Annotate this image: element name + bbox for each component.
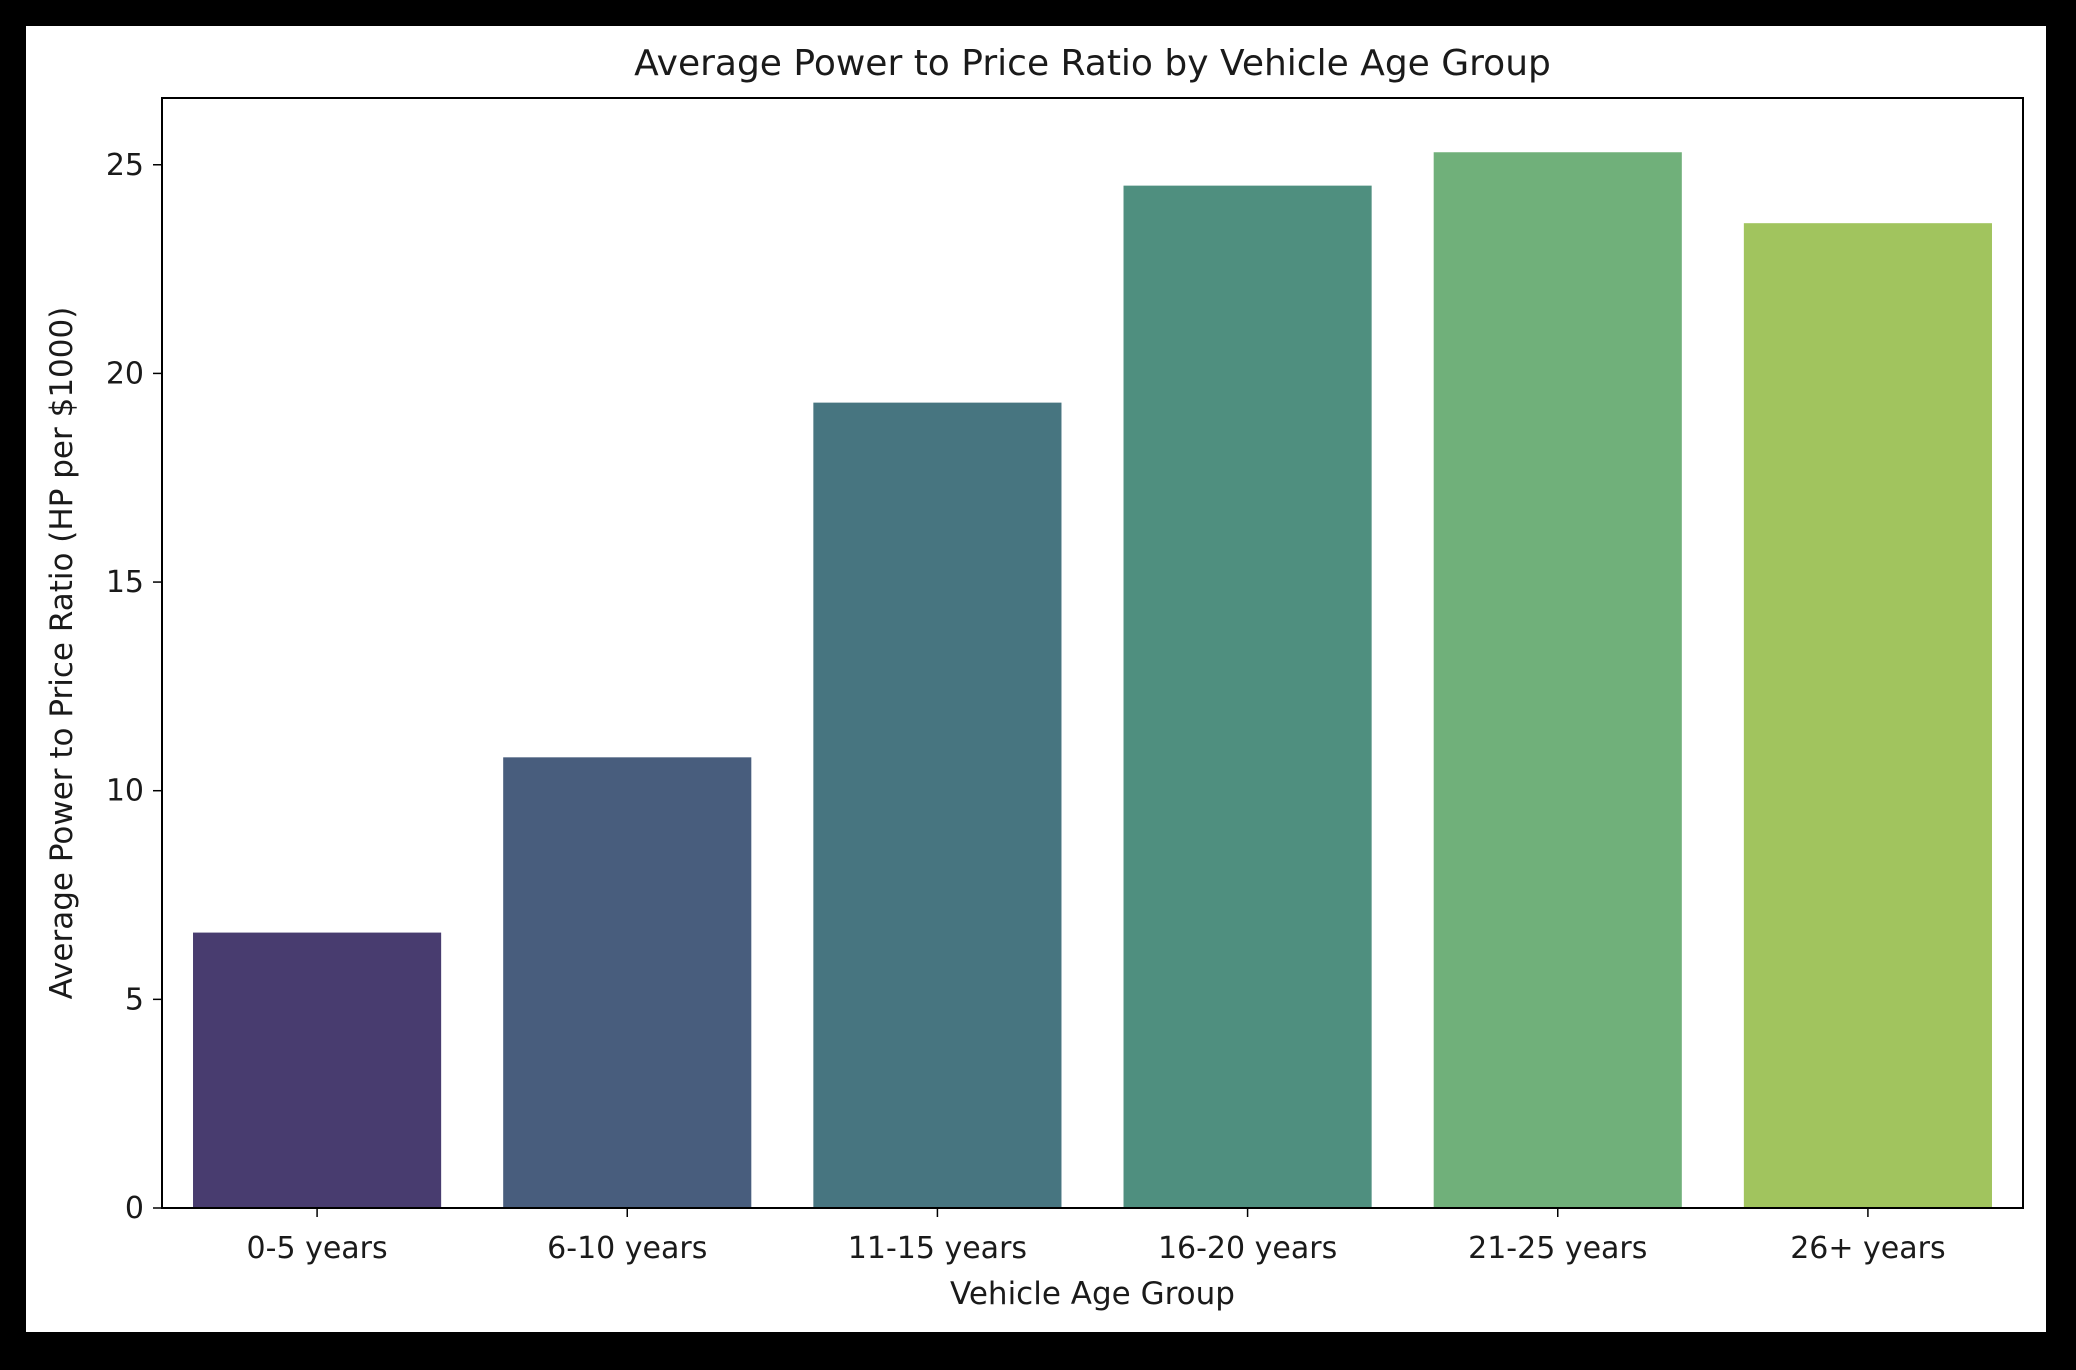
chart-title: Average Power to Price Ratio by Vehicle … [634,43,1551,84]
y-tick-label: 25 [106,148,144,183]
x-tick-label: 6-10 years [547,1231,707,1266]
y-tick-label: 5 [125,982,144,1017]
y-tick-label: 15 [106,565,144,600]
bar [1743,223,1992,1208]
bar [813,402,1062,1209]
bar [193,932,442,1208]
plot-frame [161,97,2024,1209]
y-tick-label: 0 [125,1191,144,1226]
bar [503,757,752,1208]
x-tick-label: 0-5 years [247,1231,388,1266]
bar [1123,185,1372,1208]
y-tick-label: 20 [106,356,144,391]
x-tick-label: 21-25 years [1468,1231,1647,1266]
bar [1433,152,1682,1208]
y-tick-label: 10 [106,774,144,809]
x-axis-label: Vehicle Age Group [950,1276,1235,1312]
x-tick-label: 26+ years [1790,1231,1945,1266]
x-tick-label: 11-15 years [848,1231,1027,1266]
y-axis-label: Average Power to Price Ratio (HP per $10… [44,307,80,1000]
chart-canvas: 0-5 years 6-10 years 11-15 years 16-20 year… [26,26,2046,1332]
x-tick-label: 16-20 years [1158,1231,1337,1266]
